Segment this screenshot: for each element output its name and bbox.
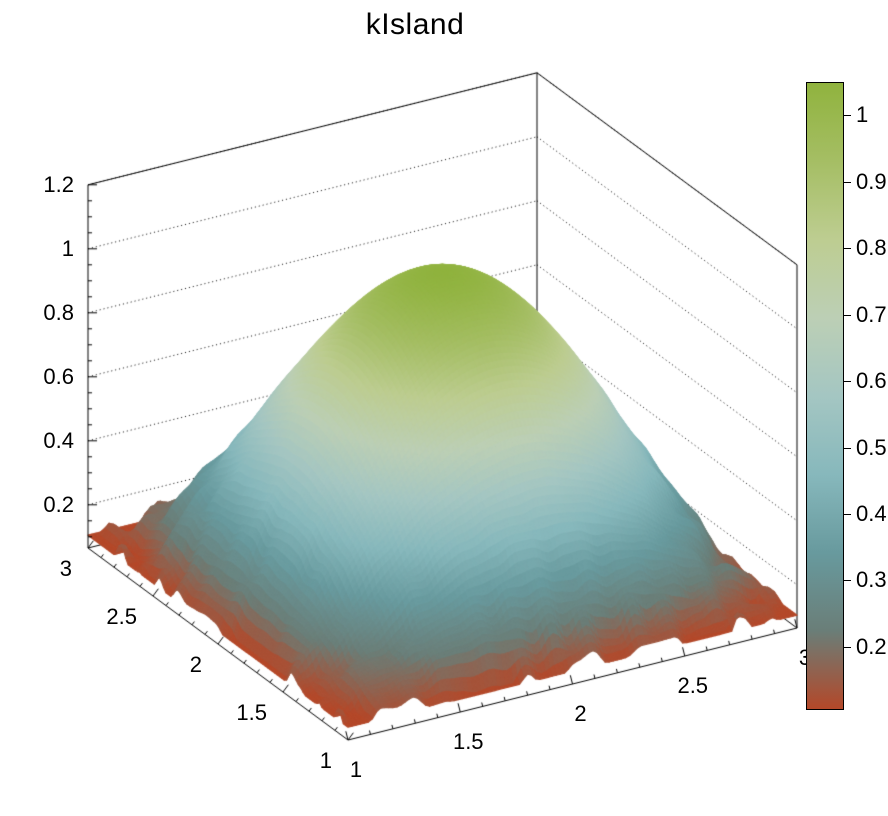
colorbar-gradient xyxy=(806,82,844,710)
colorbar-tick xyxy=(844,314,851,316)
colorbar-tick xyxy=(844,447,851,449)
colorbar-tick xyxy=(844,248,851,250)
colorbar-tick xyxy=(844,646,851,648)
colorbar-tick xyxy=(844,580,851,582)
colorbar-tick xyxy=(844,181,851,183)
colorbar-tick xyxy=(844,513,851,515)
colorbar-tick xyxy=(844,381,851,383)
colorbar-tick xyxy=(844,115,851,117)
